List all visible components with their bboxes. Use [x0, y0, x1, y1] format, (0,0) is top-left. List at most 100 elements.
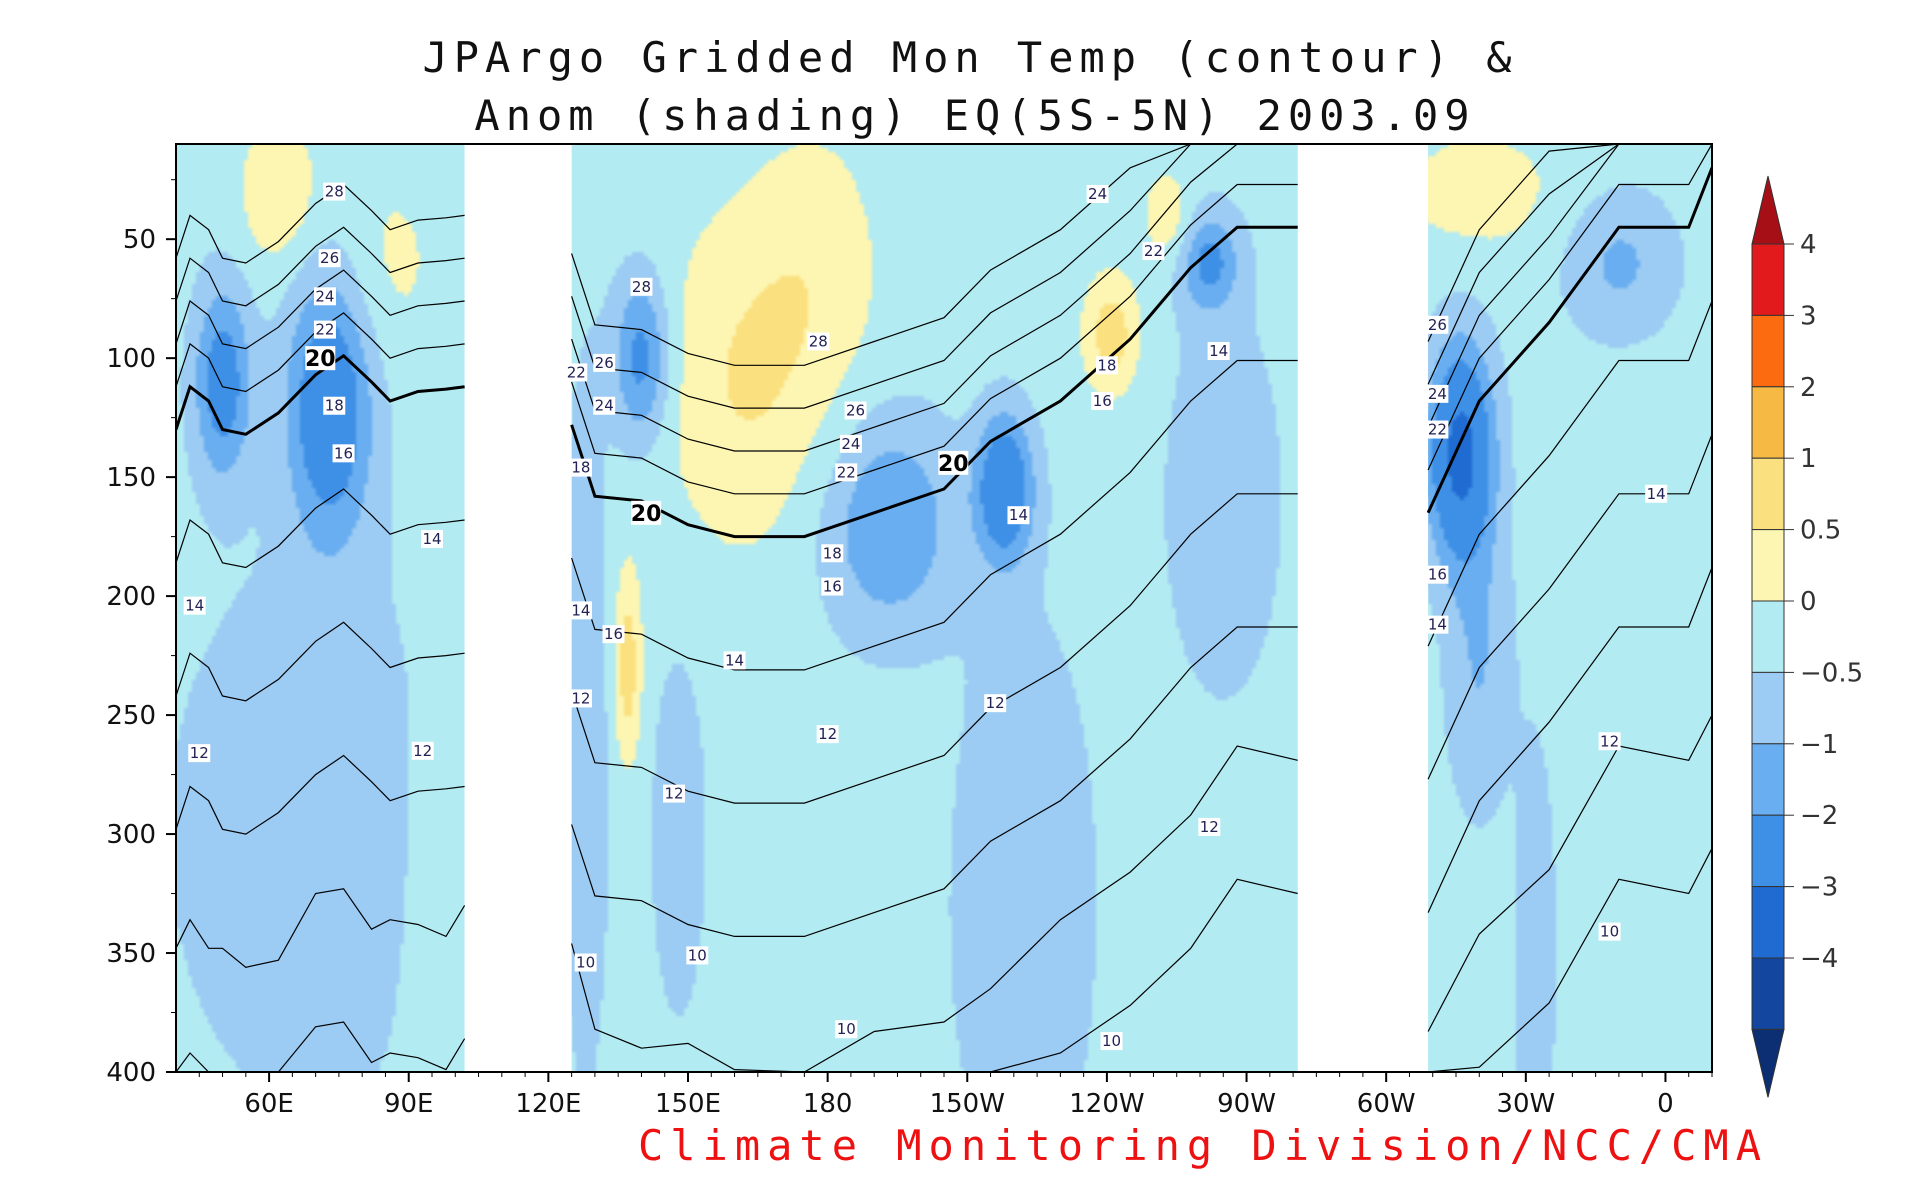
contour-label-bg	[844, 401, 867, 420]
contour-labels: 28 26 24 22 20 18 16 14 14 12 12 28 26 24 22 18 20 16 14 12…	[183, 182, 1668, 1051]
contour-line	[571, 183, 1298, 495]
x-tick-label: 30W	[1496, 1089, 1555, 1119]
y-tick-label: 300	[106, 820, 156, 850]
contour-label-bg	[323, 396, 346, 415]
x-tick-label: 90W	[1217, 1089, 1276, 1119]
contour-label: 26	[593, 353, 616, 372]
contour-label-bg	[332, 444, 355, 463]
contour-label-bg	[569, 458, 592, 477]
contour-label-bg	[569, 689, 592, 708]
contour-label: 10	[574, 953, 597, 972]
contour-label-text: 14	[1009, 506, 1028, 524]
contour-label-bg	[318, 249, 341, 268]
contour-line	[1427, 144, 1712, 385]
y-tick-label: 50	[123, 225, 156, 255]
contour-label: 20	[305, 346, 336, 372]
y-tick-label: 350	[106, 939, 156, 969]
contour-label-text: 14	[1428, 616, 1447, 634]
contour-line	[571, 745, 1298, 1072]
contour-label-bg	[313, 287, 336, 306]
contour-label: 22	[835, 463, 858, 482]
contour-label: 14	[1645, 484, 1668, 503]
contour-label: 14	[723, 651, 746, 670]
contour-label: 22	[313, 320, 336, 339]
contour-label-text: 10	[576, 954, 595, 972]
contour-label-bg	[1142, 242, 1165, 261]
contour-label-bg	[1100, 1032, 1123, 1051]
contour-label-text: 20	[305, 347, 336, 372]
contour-label-bg	[565, 363, 588, 382]
contour-label: 14	[1207, 342, 1230, 361]
credit-text: Climate Monitoring Division/NCC/CMA	[638, 1121, 1768, 1170]
contour-label-bg	[1598, 922, 1621, 941]
contour-line	[1428, 848, 1712, 1072]
contour-line	[571, 626, 1298, 937]
y-tick-label: 400	[106, 1058, 156, 1088]
contour-label-bg	[807, 332, 830, 351]
x-axis: 60E 90E 120E 150E 180 150W 120W 90W 60W 30W 0	[198, 1072, 1713, 1119]
contour-label-bg	[1426, 615, 1449, 634]
contour-label: 16	[1091, 391, 1114, 410]
contour-label-text: 24	[841, 435, 860, 453]
contour-label-bg	[1198, 817, 1221, 836]
colorbar-label: 0	[1800, 587, 1817, 617]
contour-label: 12	[188, 744, 211, 763]
x-tick-label: 150W	[930, 1089, 1005, 1119]
contour-label-bg	[593, 396, 616, 415]
y-axis: 50 100 150 200 250 300 350 400	[106, 179, 176, 1088]
no-data-gap	[464, 144, 572, 1072]
contour-label-text: 14	[1209, 342, 1228, 360]
contour-line	[1427, 567, 1712, 913]
contour-label: 22	[1142, 242, 1165, 261]
contour-label: 14	[1007, 506, 1030, 525]
contour-label-text: 24	[1088, 185, 1107, 203]
contour-label-text: 28	[809, 332, 828, 350]
contour-label: 28	[807, 332, 830, 351]
colorbar: 4 3 2 1 0.5 0 −0.5 −1 −2 −3 −4	[1751, 175, 1863, 1098]
contour-line	[1427, 144, 1712, 428]
contour-line-20C	[176, 353, 465, 436]
contour-label-bg	[313, 320, 336, 339]
contour-label-text: 22	[1144, 242, 1163, 260]
contour-label-bg	[821, 544, 844, 563]
contour-label: 10	[1598, 922, 1621, 941]
no-data-gaps	[464, 144, 1429, 1072]
colorbar-label: 4	[1800, 230, 1817, 260]
contour-label: 26	[1426, 315, 1449, 334]
contour-label-bg	[821, 577, 844, 596]
contour-label: 14	[183, 596, 206, 615]
contour-label-text: 14	[422, 530, 441, 548]
contour-label-bg	[183, 596, 206, 615]
x-tick-label: 120W	[1069, 1089, 1144, 1119]
contour-label: 16	[332, 444, 355, 463]
contour-line	[176, 226, 465, 307]
contour-label: 24	[313, 287, 336, 306]
contour-label-bg	[1426, 420, 1449, 439]
contour-label: 26	[318, 249, 341, 268]
contour-line-20C	[1426, 167, 1712, 514]
colorbar-cell	[1751, 243, 1785, 316]
contour-label: 22	[1426, 420, 1449, 439]
contour-label-text: 20	[938, 452, 969, 477]
contour-label: 18	[821, 544, 844, 563]
contour-label: 14	[569, 601, 592, 620]
contour-label: 10	[686, 946, 709, 965]
colorbar-cell	[1751, 529, 1785, 602]
colorbar-cell	[1751, 743, 1785, 816]
contour-label: 12	[1598, 732, 1621, 751]
y-tick-label: 150	[106, 463, 156, 493]
contour-label-bg	[421, 529, 443, 548]
contour-label-text: 14	[571, 601, 590, 619]
contour-line	[571, 144, 1298, 452]
colorbar-label: 0.5	[1800, 516, 1841, 546]
contour-line	[176, 754, 465, 835]
x-tick-label: 120E	[515, 1089, 581, 1119]
colorbar-label: −1	[1800, 730, 1838, 760]
contour-label-text: 10	[688, 946, 707, 964]
contour-label-bg	[839, 434, 862, 453]
contour-label: 24	[1086, 184, 1109, 203]
contour-label-bg	[569, 601, 592, 620]
colorbar-label: 1	[1800, 444, 1817, 474]
contour-label: 14	[421, 529, 443, 548]
contour-label-text: 12	[986, 694, 1005, 712]
